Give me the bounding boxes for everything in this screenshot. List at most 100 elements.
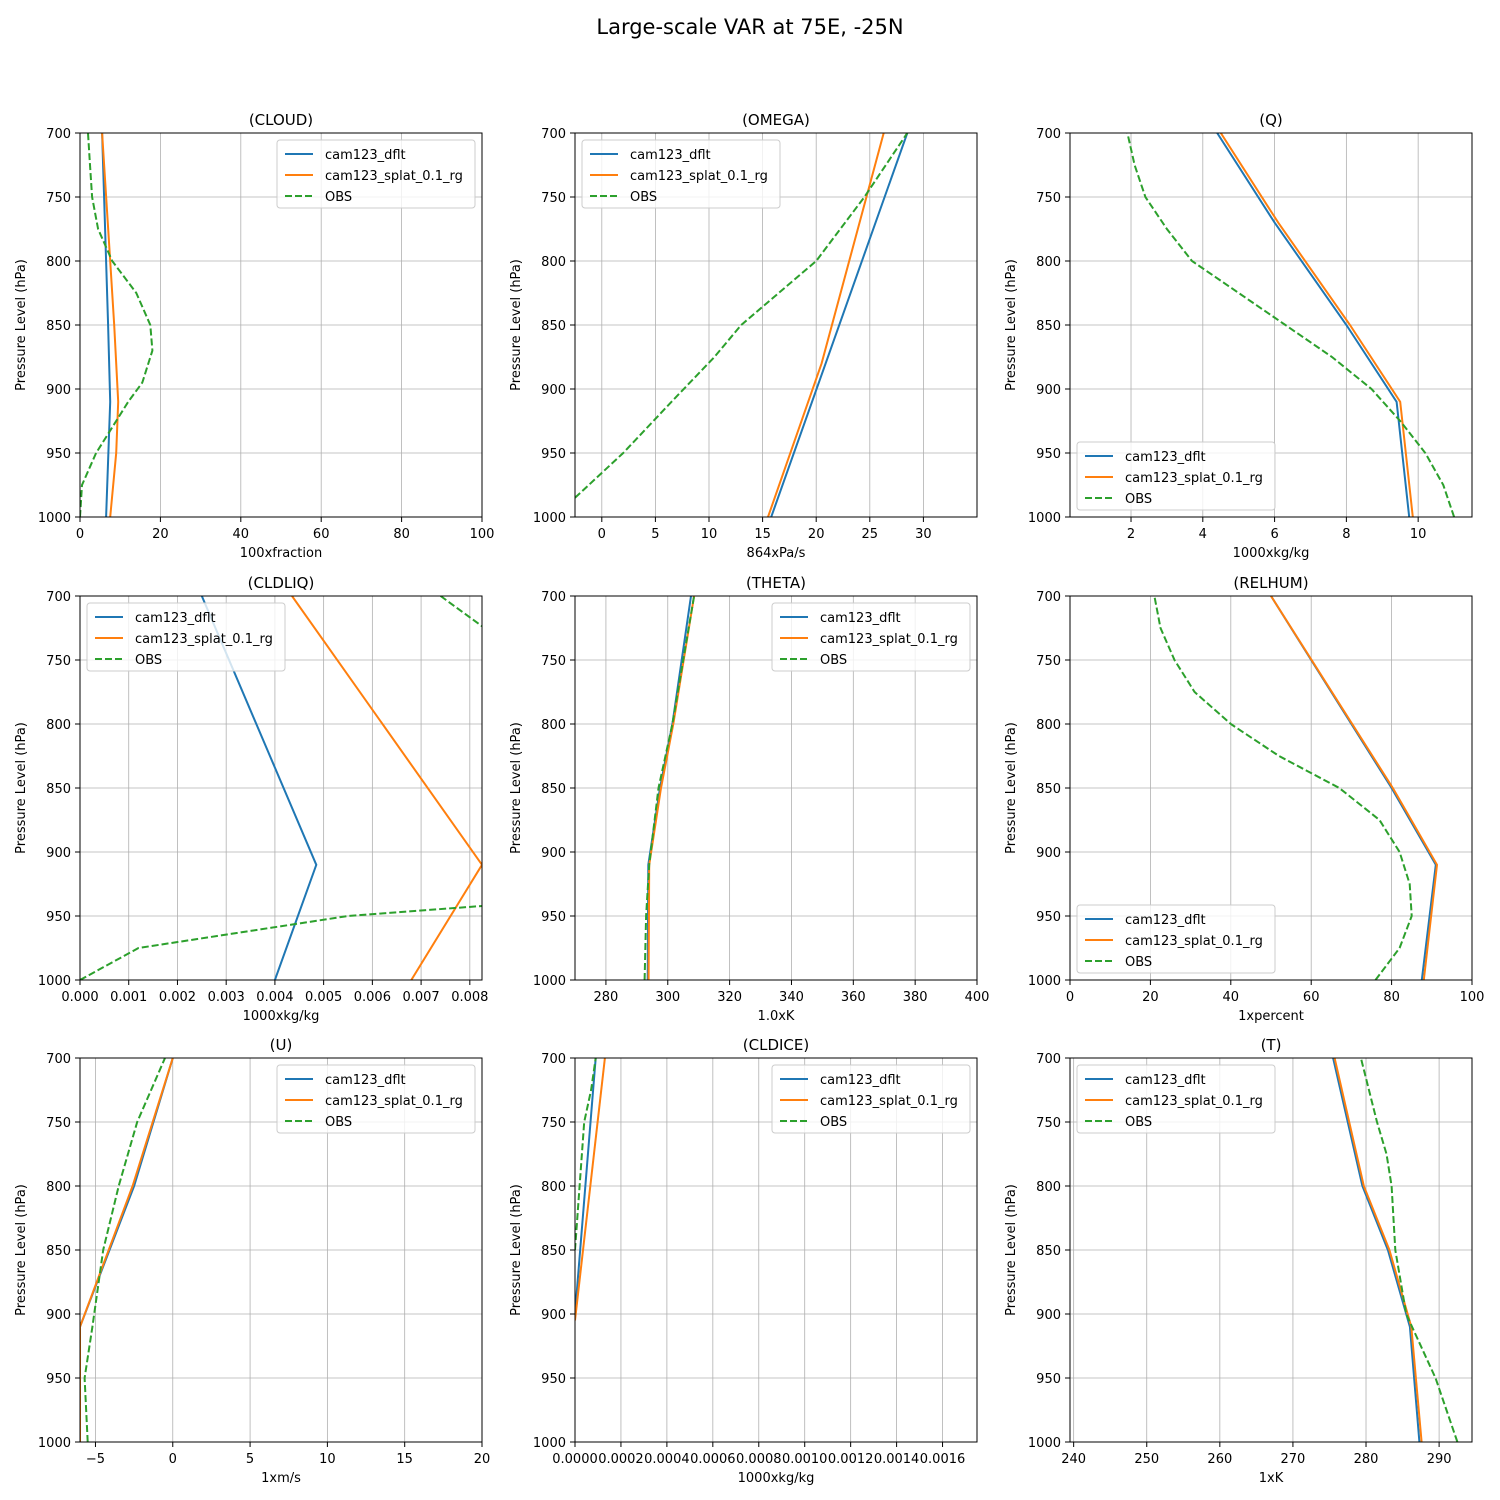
x-tick-label: 0 xyxy=(1066,990,1074,1005)
y-tick-label: 700 xyxy=(46,1052,71,1067)
series-group xyxy=(575,133,909,517)
x-tick-label: 0.005 xyxy=(305,990,342,1005)
legend-label: cam123_splat_0.1_rg xyxy=(1125,1094,1263,1109)
series-group xyxy=(1126,133,1456,517)
y-tick-label: 700 xyxy=(541,127,566,142)
x-tick-label: 20 xyxy=(152,527,169,542)
y-tick-label: 950 xyxy=(46,910,71,925)
legend-label: cam123_dflt xyxy=(630,148,711,163)
x-tick-label: 0.0006 xyxy=(690,1452,736,1467)
y-tick-label: 800 xyxy=(46,1180,71,1195)
x-tick-label: 20 xyxy=(808,527,825,542)
subplot-title: (OMEGA) xyxy=(742,111,810,129)
legend-frame xyxy=(276,139,476,209)
subplot-7: 0.0000 0.0002 0.0004 0.0006 0.0008 0.0010 0.00… xyxy=(509,1036,978,1486)
y-tick-label: 750 xyxy=(541,191,566,206)
legend: cam123_dflt cam123_splat_0.1_rg OBS xyxy=(581,139,781,209)
series-group xyxy=(1332,1058,1459,1442)
x-tick-label: 0.001 xyxy=(110,990,147,1005)
figure-title: Large-scale VAR at 75E, -25N xyxy=(596,15,904,39)
series-line-cam123-splat-0-1-rg xyxy=(575,1058,606,1321)
y-tick-label: 750 xyxy=(1036,654,1061,669)
legend-label: OBS xyxy=(630,190,657,205)
y-tick-label: 1000 xyxy=(1028,1436,1061,1451)
legend-label: cam123_dflt xyxy=(1125,913,1206,928)
y-tick-label: 850 xyxy=(46,1244,71,1259)
subplot-0: 0 20 40 60 80 100 700 750 800 850 900 950 1000 (CLOUD… xyxy=(14,111,494,561)
y-tick-label: 1000 xyxy=(533,1436,566,1451)
x-axis-label: 1000xkg/kg xyxy=(738,1471,815,1486)
x-tick-label: 290 xyxy=(1427,1452,1452,1467)
subplot-5: 0 20 40 60 80 100 700 750 800 850 900 950 1000 (RELHU… xyxy=(1004,574,1484,1024)
y-tick-label: 850 xyxy=(1036,1244,1061,1259)
x-axis-label: 1xK xyxy=(1259,1471,1284,1486)
y-tick-label: 750 xyxy=(541,1116,566,1131)
y-tick-label: 1000 xyxy=(38,1436,71,1451)
y-tick-label: 1000 xyxy=(533,974,566,989)
x-tick-label: 2 xyxy=(1127,527,1135,542)
series-line-cam123-dflt xyxy=(200,596,318,980)
x-axis-label: 864xPa/s xyxy=(747,546,806,561)
subplot-title: (CLDLIQ) xyxy=(248,574,315,592)
y-tick-label: 800 xyxy=(1036,255,1061,270)
y-tick-label: 800 xyxy=(541,718,566,733)
y-tick-label: 950 xyxy=(46,1372,71,1387)
y-tick-label: 850 xyxy=(541,782,566,797)
legend-label: cam123_dflt xyxy=(820,611,901,626)
x-axis-label: 1xm/s xyxy=(261,1471,301,1486)
series-group xyxy=(80,596,482,980)
legend-label: OBS xyxy=(1125,492,1152,507)
legend-label: cam123_dflt xyxy=(1125,450,1206,465)
legend: cam123_dflt cam123_splat_0.1_rg OBS xyxy=(1076,1064,1276,1134)
y-tick-label: 950 xyxy=(541,447,566,462)
legend-label: OBS xyxy=(820,1115,847,1130)
subplot-4: 280 300 320 340 360 380 400 700 750 800 850 900 950 1… xyxy=(509,574,989,1024)
series-line-OBS xyxy=(1153,596,1413,980)
subplot-3: 0.000 0.001 0.002 0.003 0.004 0.005 0.006 0.007… xyxy=(14,574,488,1024)
legend: cam123_dflt cam123_splat_0.1_rg OBS xyxy=(1076,904,1276,974)
x-tick-label: 15 xyxy=(396,1452,413,1467)
x-axis-label: 1xpercent xyxy=(1238,1009,1304,1024)
legend-label: cam123_splat_0.1_rg xyxy=(1125,471,1263,486)
series-line-cam123-dflt xyxy=(770,133,909,517)
legend-frame xyxy=(581,139,781,209)
legend-label: OBS xyxy=(820,653,847,668)
y-tick-label: 850 xyxy=(541,1244,566,1259)
x-tick-label: 320 xyxy=(717,990,742,1005)
x-tick-label: 80 xyxy=(393,527,410,542)
legend-label: cam123_dflt xyxy=(820,1073,901,1088)
x-tick-label: 0.0012 xyxy=(828,1452,874,1467)
y-tick-label: 850 xyxy=(46,782,71,797)
y-tick-label: 800 xyxy=(1036,1180,1061,1195)
legend-label: cam123_splat_0.1_rg xyxy=(820,632,958,647)
legend-label: OBS xyxy=(135,653,162,668)
series-line-OBS xyxy=(575,1058,597,1251)
x-tick-label: 0.0004 xyxy=(644,1452,690,1467)
y-tick-label: 750 xyxy=(46,654,71,669)
x-tick-label: 25 xyxy=(862,527,879,542)
x-tick-label: 0.006 xyxy=(354,990,391,1005)
legend-frame xyxy=(771,602,971,672)
legend-frame xyxy=(86,602,286,672)
series-line-OBS xyxy=(643,596,696,980)
x-tick-label: 40 xyxy=(1223,990,1240,1005)
series-line-cam123-splat-0-1-rg xyxy=(1333,1058,1423,1442)
y-tick-label: 750 xyxy=(1036,191,1061,206)
x-tick-label: 0.002 xyxy=(159,990,196,1005)
subplot-title: (T) xyxy=(1261,1036,1282,1054)
y-tick-label: 800 xyxy=(541,1180,566,1195)
x-tick-label: −5 xyxy=(86,1452,105,1467)
x-tick-label: 0.0008 xyxy=(736,1452,782,1467)
legend: cam123_dflt cam123_splat_0.1_rg OBS xyxy=(86,602,286,672)
y-tick-label: 900 xyxy=(1036,383,1061,398)
subplot-title: (CLDICE) xyxy=(743,1036,809,1054)
y-tick-label: 950 xyxy=(1036,910,1061,925)
x-tick-label: 80 xyxy=(1383,990,1400,1005)
legend-frame xyxy=(276,1064,476,1134)
x-tick-label: 15 xyxy=(754,527,771,542)
legend-label: cam123_splat_0.1_rg xyxy=(630,169,768,184)
y-tick-label: 850 xyxy=(46,319,71,334)
subplot-title: (CLOUD) xyxy=(249,111,313,129)
y-tick-label: 750 xyxy=(541,654,566,669)
y-tick-label: 900 xyxy=(46,383,71,398)
